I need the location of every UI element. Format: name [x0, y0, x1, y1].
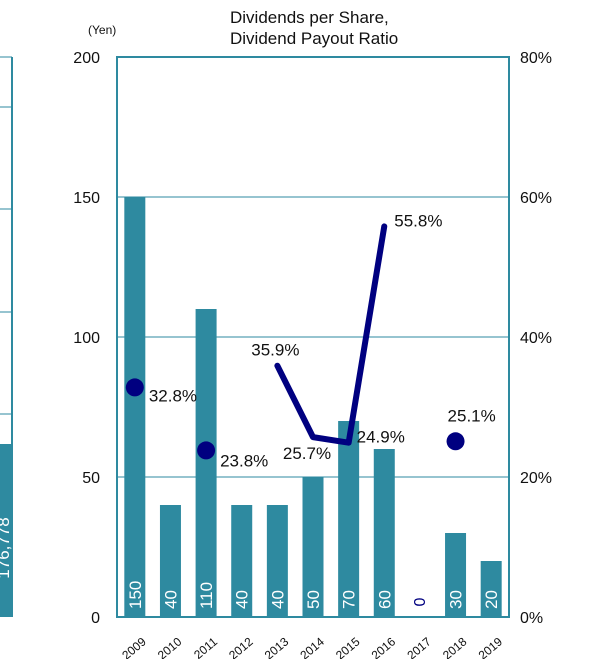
left-panel-bar [0, 444, 11, 617]
x-tick-label: 2019 [476, 634, 506, 659]
bar-value-label: 40 [268, 590, 287, 609]
y-axis-unit-label: (Yen) [88, 23, 116, 37]
bar-value-label: 40 [161, 590, 180, 609]
x-tick-label: 2014 [297, 634, 327, 659]
y-tick-label: 0 [91, 610, 100, 627]
chart-title: Dividends per Share, [230, 8, 389, 27]
payout-ratio-line [274, 223, 388, 446]
bar-value-label: 50 [304, 590, 323, 609]
bar [373, 449, 395, 617]
bar [159, 505, 181, 617]
payout-ratio-marker [125, 378, 144, 397]
payout-ratio-label: 35.9% [251, 341, 299, 360]
payout-ratio-label: 25.1% [448, 406, 496, 425]
x-tick-label: 2018 [440, 634, 470, 659]
x-tick-label: 2010 [155, 634, 185, 659]
x-tick-label: 2011 [191, 634, 220, 659]
bar [231, 505, 253, 617]
bar-value-label: 20 [482, 590, 501, 609]
bar-value-label: 110 [197, 582, 216, 609]
bar-value-label: 30 [447, 590, 466, 609]
plot-frame [116, 56, 510, 618]
chart-subtitle: Dividend Payout Ratio [230, 29, 398, 48]
bar [195, 309, 217, 617]
bar [480, 561, 502, 617]
y2-tick-label: 80% [520, 50, 552, 67]
x-tick-label: 2016 [369, 634, 399, 659]
x-tick-label: 2012 [226, 634, 256, 659]
bar [124, 197, 146, 617]
y2-tick-label: 20% [520, 470, 552, 487]
payout-ratio-marker [197, 441, 216, 460]
y2-tick-label: 60% [520, 190, 552, 207]
bar [266, 505, 288, 617]
bar [338, 421, 360, 617]
x-tick-label: 2009 [119, 634, 149, 659]
y-tick-label: 200 [73, 50, 100, 67]
payout-ratio-label: 24.9% [357, 428, 405, 447]
bar-value-label: 60 [375, 590, 394, 609]
payout-ratio-label: 25.7% [283, 444, 331, 463]
x-tick-label: 2013 [262, 634, 292, 659]
bar [302, 477, 324, 617]
payout-ratio-label: 23.8% [220, 451, 268, 470]
y-tick-label: 100 [73, 330, 100, 347]
y-tick-label: 50 [82, 470, 100, 487]
payout-ratio-label: 55.8% [394, 211, 442, 230]
bar-value-label: 40 [233, 590, 252, 609]
y-tick-label: 150 [73, 190, 100, 207]
bar-value-label: 150 [126, 581, 145, 609]
left-panel-bar-label: 176,778 [0, 517, 13, 578]
bar-value-label: 0 [412, 597, 429, 606]
bar [445, 533, 467, 617]
payout-ratio-marker [446, 432, 465, 451]
x-tick-label: 2017 [404, 634, 434, 659]
y2-tick-label: 0% [520, 610, 543, 627]
payout-ratio-label: 32.8% [149, 386, 197, 405]
bar-value-label: 70 [340, 590, 359, 609]
x-tick-label: 2015 [333, 634, 363, 659]
y2-tick-label: 40% [520, 330, 552, 347]
